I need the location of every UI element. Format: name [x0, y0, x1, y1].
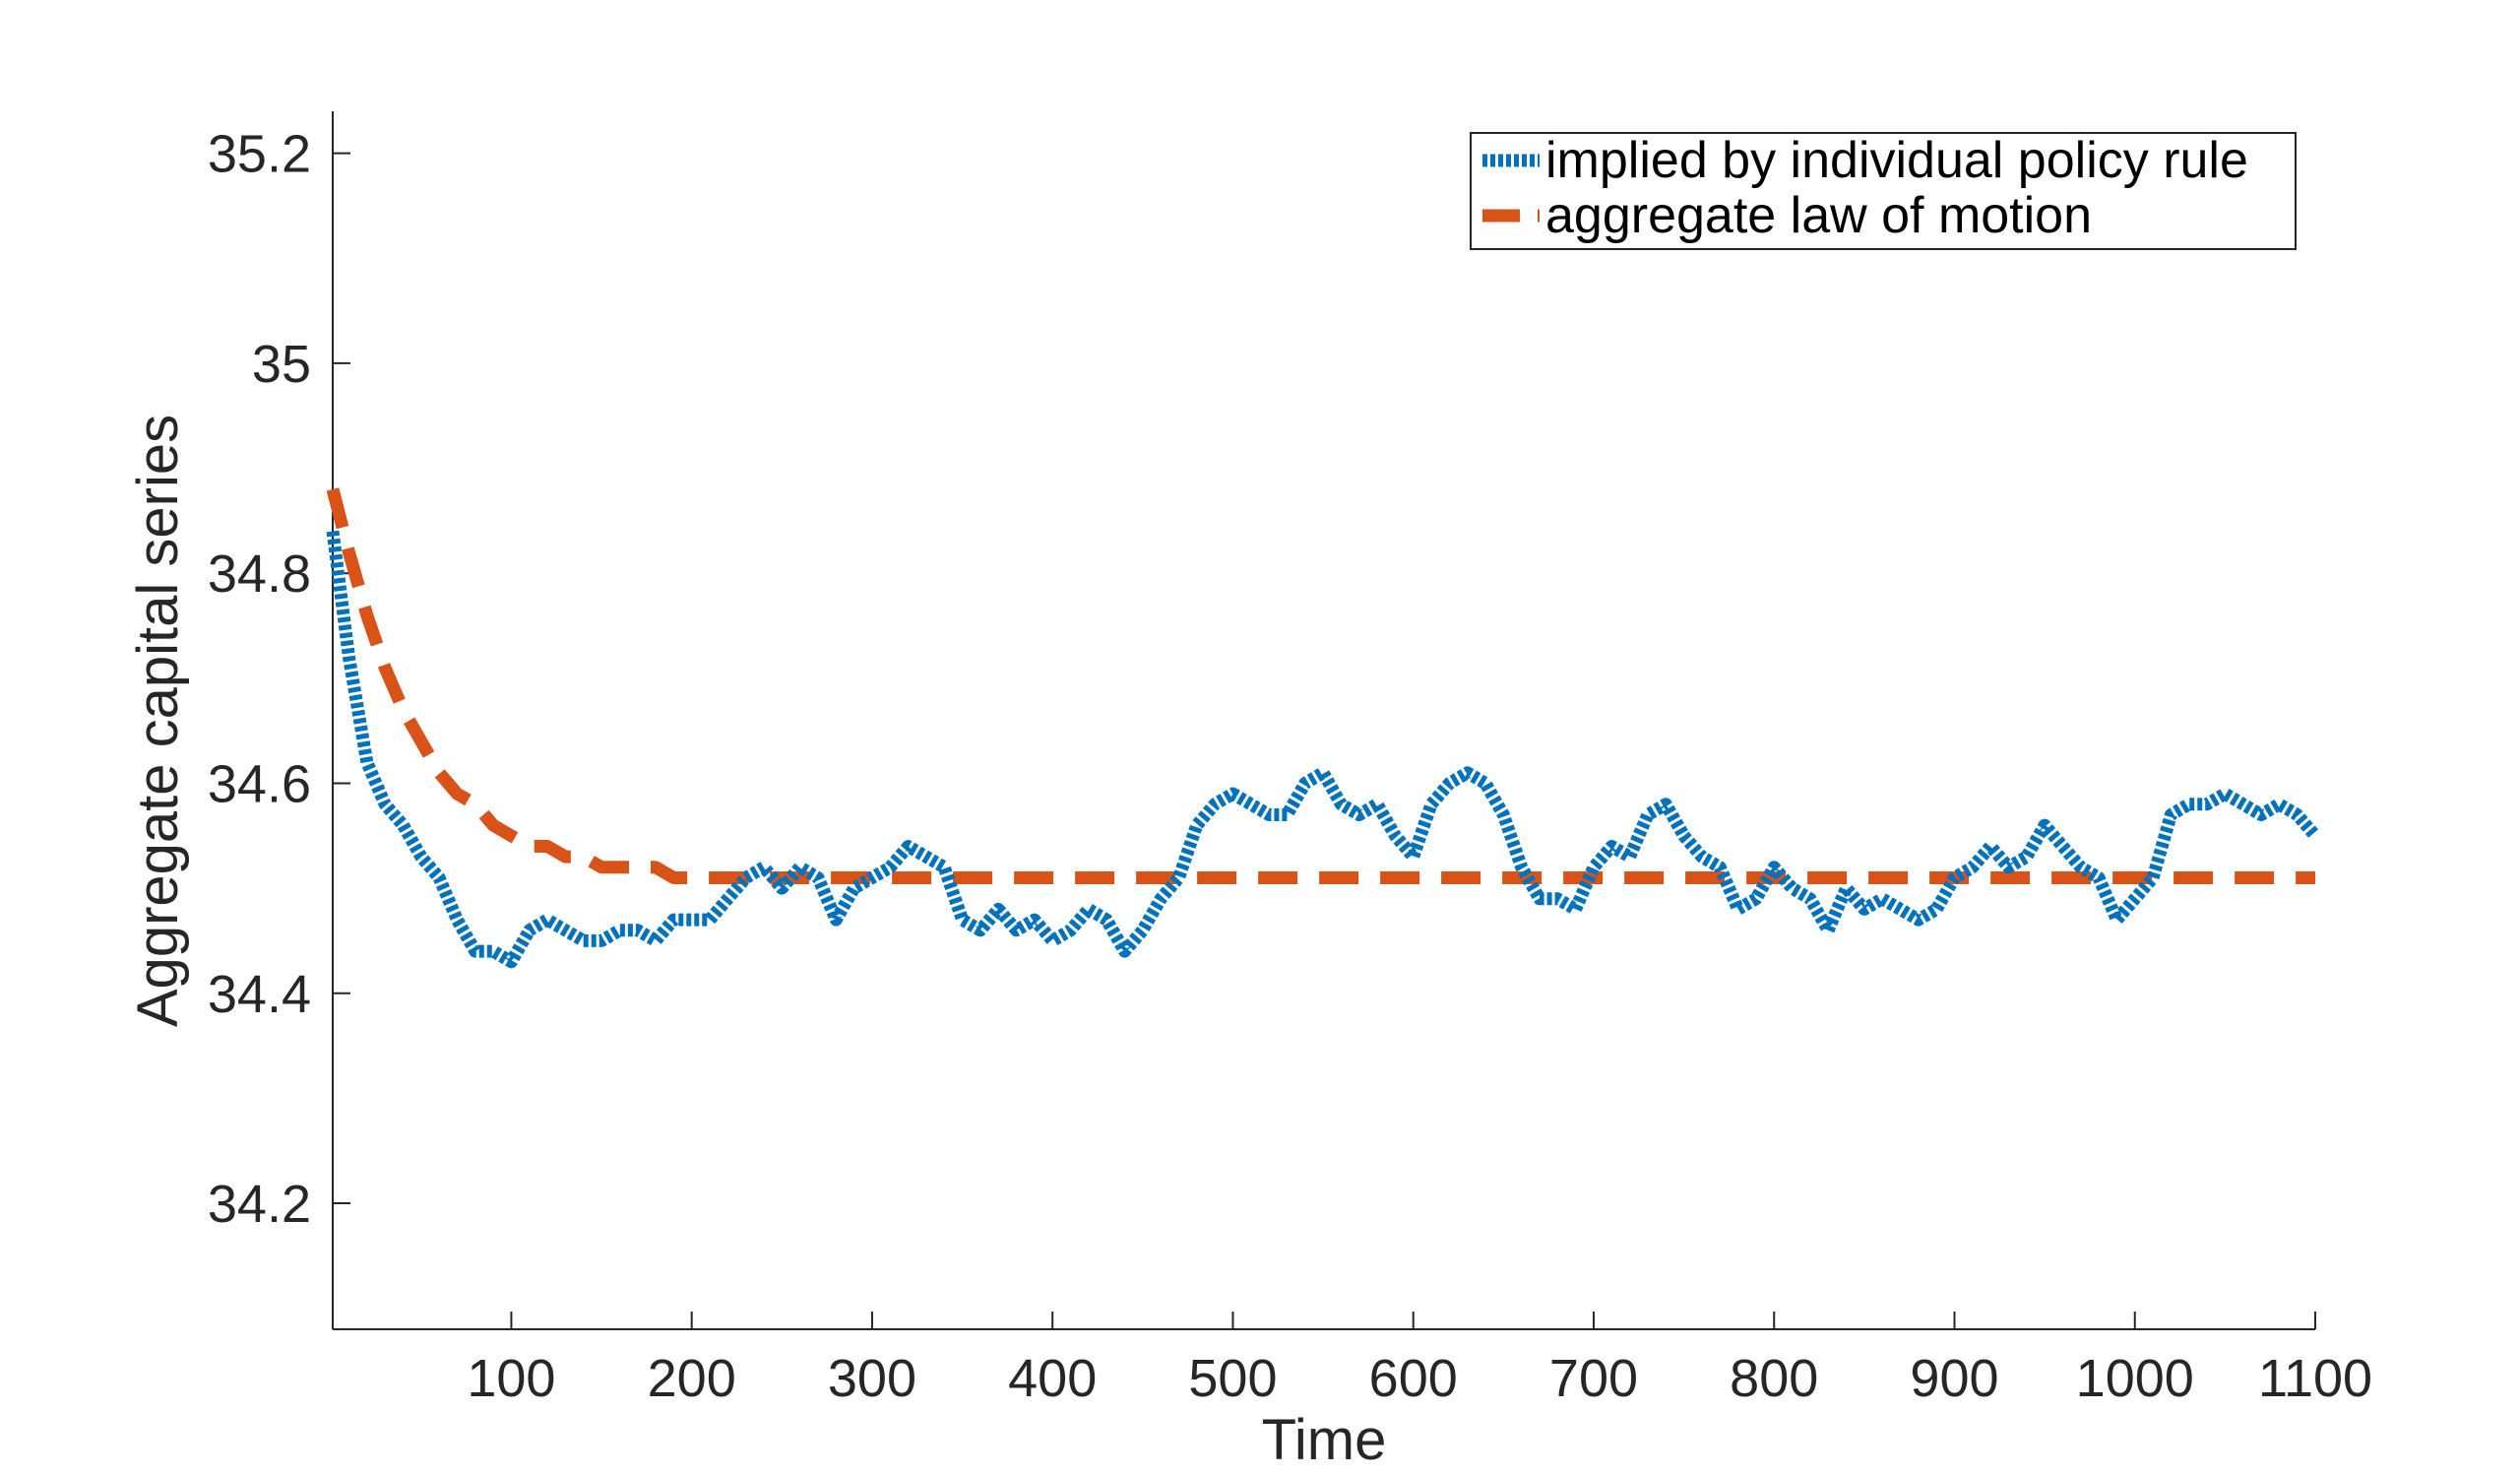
legend-label-law-of-motion: aggregate law of motion: [1545, 187, 2092, 244]
y-tick-label: 34.2: [208, 1175, 311, 1234]
series-line-policy-rule: [326, 530, 2320, 969]
legend: implied by individual policy rule aggreg…: [1470, 132, 2297, 250]
series-layer: [326, 487, 2320, 969]
y-tick-label: 35.2: [208, 125, 311, 184]
x-tick-label: 200: [648, 1349, 736, 1408]
x-axis-label: Time: [1262, 1408, 1387, 1472]
y-tick-label: 34.6: [208, 754, 311, 813]
y-tick-label: 34.8: [208, 545, 311, 604]
series-line-law-of-motion: [326, 487, 2315, 884]
x-tick-label: 300: [828, 1349, 916, 1408]
y-ticks: 34.2 34.4 34.6 34.8 35 35.2: [208, 125, 350, 1234]
y-tick-label: 34.4: [208, 965, 311, 1024]
x-tick-label: 700: [1549, 1349, 1638, 1408]
x-tick-label: 1000: [2076, 1349, 2194, 1408]
legend-box: [1470, 132, 2297, 250]
axes: [332, 111, 2315, 1330]
x-tick-label: 1100: [2258, 1349, 2372, 1408]
x-tick-label: 400: [1008, 1349, 1097, 1408]
x-tick-label: 900: [1910, 1349, 1998, 1408]
y-axis-label: Aggregate capital series: [126, 415, 190, 1027]
x-tick-label: 800: [1730, 1349, 1818, 1408]
x-tick-label: 500: [1188, 1349, 1277, 1408]
x-tick-label: 600: [1369, 1349, 1458, 1408]
x-tick-label: 100: [467, 1349, 555, 1408]
x-ticks: 100 200 300 400 500 600 700 800 900 1000 1100: [467, 1312, 2372, 1408]
y-tick-label: 35: [252, 335, 311, 394]
legend-label-policy-rule: implied by individual policy rule: [1545, 132, 2248, 189]
